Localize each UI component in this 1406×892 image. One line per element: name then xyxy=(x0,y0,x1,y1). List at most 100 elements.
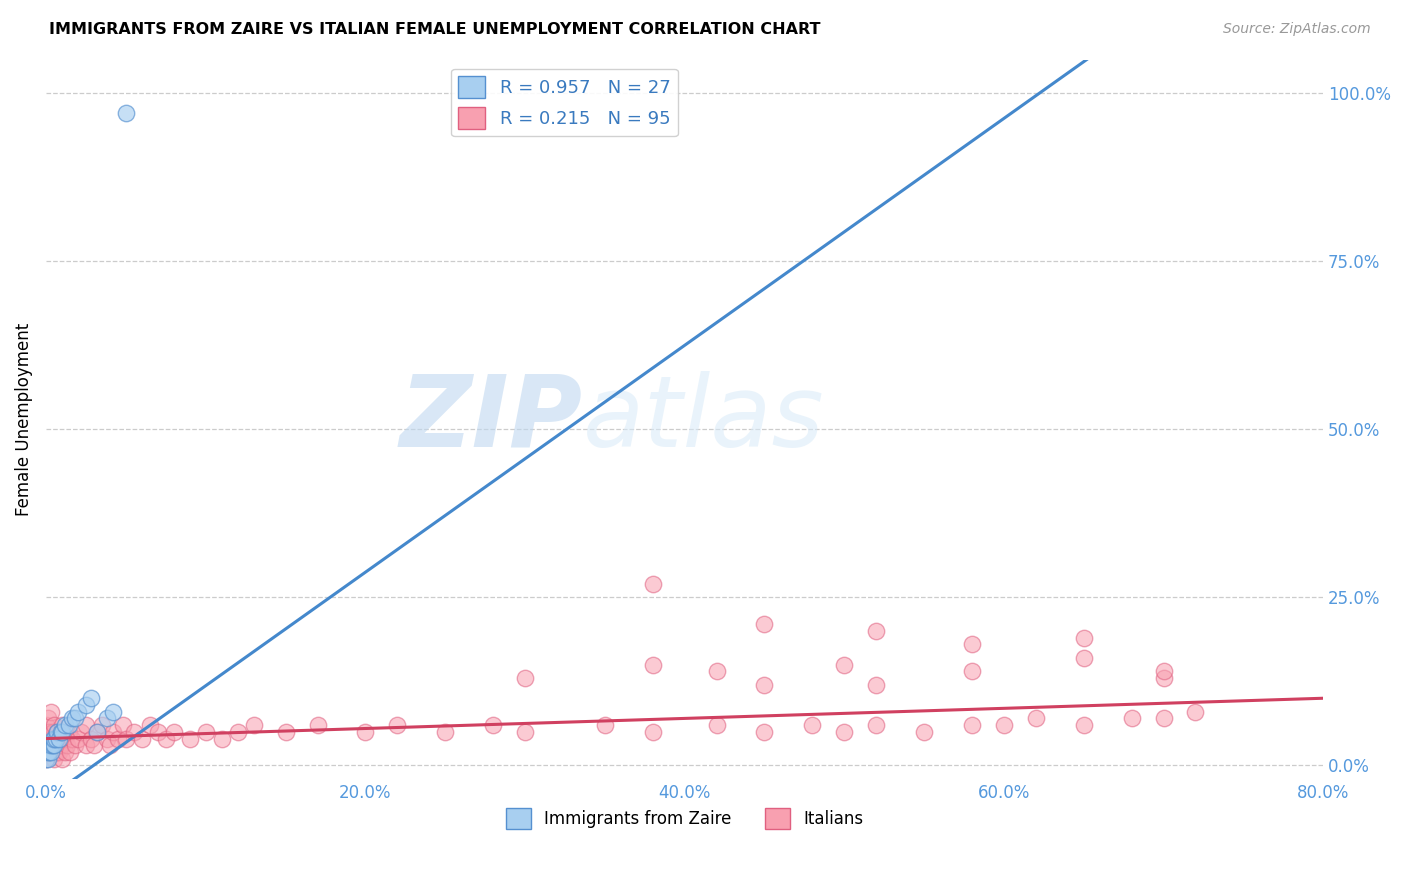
Point xyxy=(39,745,62,759)
Point xyxy=(226,724,249,739)
Point xyxy=(1073,718,1095,732)
Point xyxy=(58,724,80,739)
Point xyxy=(39,739,62,753)
Point xyxy=(1184,705,1206,719)
Point xyxy=(865,624,887,638)
Point xyxy=(35,739,58,753)
Point xyxy=(865,678,887,692)
Text: IMMIGRANTS FROM ZAIRE VS ITALIAN FEMALE UNEMPLOYMENT CORRELATION CHART: IMMIGRANTS FROM ZAIRE VS ITALIAN FEMALE … xyxy=(49,22,821,37)
Point xyxy=(38,724,60,739)
Point xyxy=(49,739,72,753)
Point xyxy=(60,711,83,725)
Point xyxy=(754,617,776,632)
Point xyxy=(41,739,63,753)
Point xyxy=(211,731,233,746)
Point xyxy=(41,739,63,753)
Point xyxy=(513,724,536,739)
Point xyxy=(75,739,97,753)
Point xyxy=(48,731,70,746)
Point xyxy=(1073,651,1095,665)
Point xyxy=(706,718,728,732)
Point xyxy=(75,698,97,712)
Point xyxy=(1153,665,1175,679)
Point xyxy=(865,718,887,732)
Point xyxy=(103,705,125,719)
Point xyxy=(86,724,108,739)
Point xyxy=(832,657,855,672)
Point xyxy=(67,705,90,719)
Point xyxy=(131,731,153,746)
Point xyxy=(146,724,169,739)
Point xyxy=(706,665,728,679)
Point xyxy=(960,665,983,679)
Point xyxy=(80,731,103,746)
Point xyxy=(60,731,83,746)
Point xyxy=(96,731,118,746)
Point xyxy=(91,718,114,732)
Point xyxy=(754,678,776,692)
Point xyxy=(45,731,67,746)
Point xyxy=(44,731,66,746)
Point xyxy=(37,745,59,759)
Point xyxy=(35,718,58,732)
Point xyxy=(641,577,664,591)
Point xyxy=(75,718,97,732)
Point xyxy=(80,691,103,706)
Point xyxy=(63,711,86,725)
Point xyxy=(242,718,264,732)
Point xyxy=(51,752,73,766)
Point xyxy=(53,718,76,732)
Point xyxy=(46,724,69,739)
Point xyxy=(39,731,62,746)
Point xyxy=(115,731,138,746)
Point xyxy=(70,724,93,739)
Point xyxy=(912,724,935,739)
Point xyxy=(58,718,80,732)
Point xyxy=(38,739,60,753)
Point xyxy=(1153,671,1175,685)
Point xyxy=(49,724,72,739)
Text: atlas: atlas xyxy=(582,371,824,467)
Point xyxy=(39,745,62,759)
Point xyxy=(35,752,58,766)
Point xyxy=(274,724,297,739)
Point xyxy=(45,731,67,746)
Point xyxy=(1153,711,1175,725)
Point xyxy=(44,739,66,753)
Point xyxy=(46,745,69,759)
Point xyxy=(46,724,69,739)
Point xyxy=(48,731,70,746)
Point xyxy=(63,739,86,753)
Point xyxy=(38,745,60,759)
Point xyxy=(45,745,67,759)
Point xyxy=(513,671,536,685)
Point xyxy=(38,745,60,759)
Point xyxy=(98,739,121,753)
Point xyxy=(354,724,377,739)
Point xyxy=(56,739,79,753)
Point xyxy=(1025,711,1047,725)
Point xyxy=(96,711,118,725)
Legend: Immigrants from Zaire, Italians: Immigrants from Zaire, Italians xyxy=(499,802,870,835)
Point xyxy=(44,752,66,766)
Point xyxy=(139,718,162,732)
Point xyxy=(593,718,616,732)
Point xyxy=(387,718,409,732)
Point xyxy=(37,745,59,759)
Point xyxy=(86,724,108,739)
Point xyxy=(960,637,983,651)
Text: Source: ZipAtlas.com: Source: ZipAtlas.com xyxy=(1223,22,1371,37)
Point xyxy=(179,731,201,746)
Point xyxy=(67,731,90,746)
Point xyxy=(59,745,82,759)
Point xyxy=(122,724,145,739)
Point xyxy=(434,724,457,739)
Text: ZIP: ZIP xyxy=(399,371,582,467)
Point xyxy=(103,724,125,739)
Point xyxy=(37,711,59,725)
Point xyxy=(41,724,63,739)
Point xyxy=(155,731,177,746)
Point xyxy=(111,718,134,732)
Point xyxy=(51,724,73,739)
Point xyxy=(39,705,62,719)
